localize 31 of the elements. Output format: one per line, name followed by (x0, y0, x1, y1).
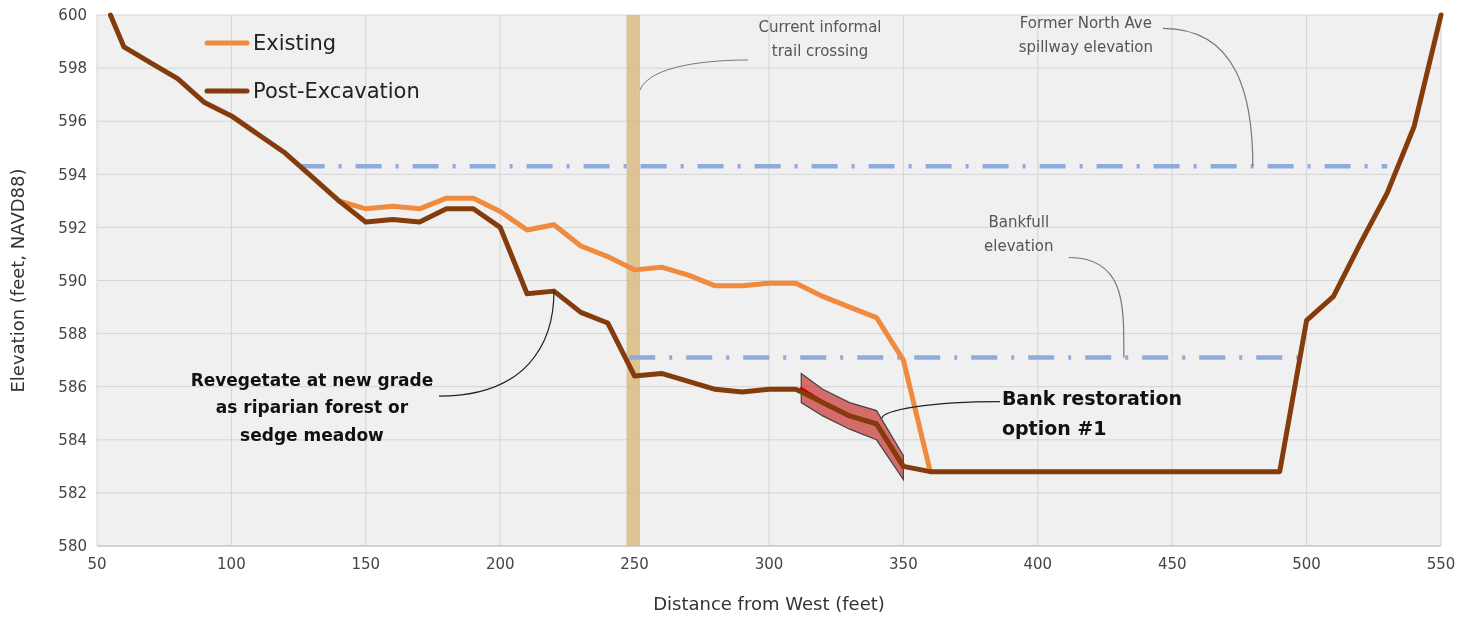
x-tick-label: 450 (1157, 555, 1187, 573)
x-tick-label: 300 (754, 555, 784, 573)
y-tick-label: 594 (58, 165, 87, 184)
y-tick-label: 584 (58, 431, 87, 450)
x-tick-label: 500 (1292, 555, 1321, 573)
y-tick-label: 580 (58, 537, 87, 556)
x-tick-label: 50 (87, 555, 107, 573)
y-axis-title: Elevation (feet, NAVD88) (7, 168, 28, 393)
y-tick-label: 590 (58, 271, 87, 290)
y-tick-label: 596 (58, 112, 87, 131)
x-axis-title: Distance from West (feet) (653, 593, 885, 614)
y-tick-label: 586 (58, 377, 87, 396)
y-tick-label: 598 (58, 59, 87, 78)
annotation: Bankfull elevation (984, 213, 1054, 256)
annotation: Revegetate at new grade as riparian forest or sedge meadow (190, 370, 434, 445)
x-tick-label: 250 (620, 555, 649, 573)
band-label: Current informal trail crossing (758, 18, 882, 60)
y-tick-label: 600 (58, 6, 87, 25)
x-tick-label: 400 (1023, 555, 1053, 573)
y-tick-label: 588 (58, 324, 87, 343)
x-tick-label: 100 (217, 555, 246, 573)
x-tick-label: 350 (889, 555, 918, 573)
x-tick-label: 150 (351, 555, 381, 573)
legend-label: Existing (253, 31, 337, 56)
annotation: Former North Ave spillway elevation (1018, 14, 1154, 57)
y-tick-label: 592 (58, 218, 87, 237)
y-tick-label: 582 (58, 484, 87, 503)
annotation: Bank restoration option #1 (1001, 386, 1183, 439)
legend-label: Post-Excavation (253, 79, 420, 104)
x-tick-label: 550 (1426, 555, 1456, 573)
x-tick-label: 200 (485, 555, 515, 573)
